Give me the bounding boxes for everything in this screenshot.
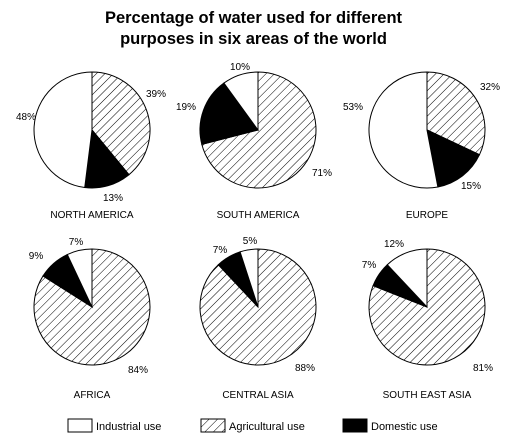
pie-north-america: 48% 39% 13% NORTH AMERICA <box>16 71 166 221</box>
pie-central-asia: 5% 88% 7% CENTRAL ASIA <box>199 236 317 401</box>
legend-label-industrial: Industrial use <box>96 421 161 433</box>
slice-label-agricultural: 88% <box>295 363 315 374</box>
slice-label-domestic: 19% <box>176 102 196 113</box>
pie-region-label: SOUTH EAST ASIA <box>383 390 472 401</box>
pie-region-label: SOUTH AMERICA <box>217 210 300 221</box>
legend-swatch-agricultural <box>200 418 226 433</box>
slice-industrial <box>239 248 259 308</box>
slice-label-industrial: 10% <box>230 62 250 73</box>
slice-label-agricultural: 71% <box>312 168 332 179</box>
pie-south-america: 10% 71% 19% SOUTH AMERICA <box>176 62 332 221</box>
slice-industrial <box>386 248 428 309</box>
slice-label-industrial: 7% <box>69 237 84 248</box>
slice-label-agricultural: 81% <box>473 363 493 374</box>
pie-south-east-asia: 12% 81% 7% SOUTH EAST ASIA <box>362 239 493 401</box>
slice-domestic <box>426 129 481 188</box>
pie-region-label: NORTH AMERICA <box>50 210 133 221</box>
slice-label-domestic: 13% <box>103 193 123 204</box>
pie-africa: 7% 84% 9% AFRICA <box>29 237 151 401</box>
legend-label-agricultural: Agricultural use <box>229 421 305 433</box>
legend-label-domestic: Domestic use <box>371 421 438 433</box>
slice-label-agricultural: 39% <box>146 89 166 100</box>
pie-region-label: EUROPE <box>406 210 449 221</box>
slice-label-domestic: 7% <box>213 245 228 256</box>
slice-industrial <box>368 71 439 189</box>
slice-label-industrial: 53% <box>343 102 363 113</box>
slice-domestic <box>199 82 259 146</box>
slice-industrial <box>33 71 93 189</box>
chart-title-line2: purposes in six areas of the world <box>120 30 387 48</box>
pie-region-label: CENTRAL ASIA <box>222 390 294 401</box>
slice-label-agricultural: 84% <box>128 365 148 376</box>
legend-swatch-domestic <box>342 418 368 433</box>
slice-agricultural <box>91 71 151 176</box>
slice-label-industrial: 5% <box>243 236 258 247</box>
chart-title-line1: Percentage of water used for different <box>104 9 403 27</box>
chart-title: Percentage of water used for different p… <box>0 8 507 50</box>
slice-label-industrial: 48% <box>16 112 36 123</box>
slice-agricultural <box>426 71 486 156</box>
pie-europe: 53% 32% 15% EUROPE <box>343 71 500 221</box>
slice-label-industrial: 12% <box>384 239 404 250</box>
slice-industrial <box>223 71 259 132</box>
slice-label-domestic: 7% <box>362 260 377 271</box>
slice-label-domestic: 15% <box>461 181 481 192</box>
legend-swatch-industrial <box>67 418 93 433</box>
slice-industrial <box>66 248 93 308</box>
legend: Industrial use Agricultural use Domestic u… <box>67 418 438 433</box>
slice-label-agricultural: 32% <box>480 82 500 93</box>
pie-region-label: AFRICA <box>74 390 111 401</box>
slice-agricultural <box>201 71 317 189</box>
slice-label-domestic: 9% <box>29 251 44 262</box>
